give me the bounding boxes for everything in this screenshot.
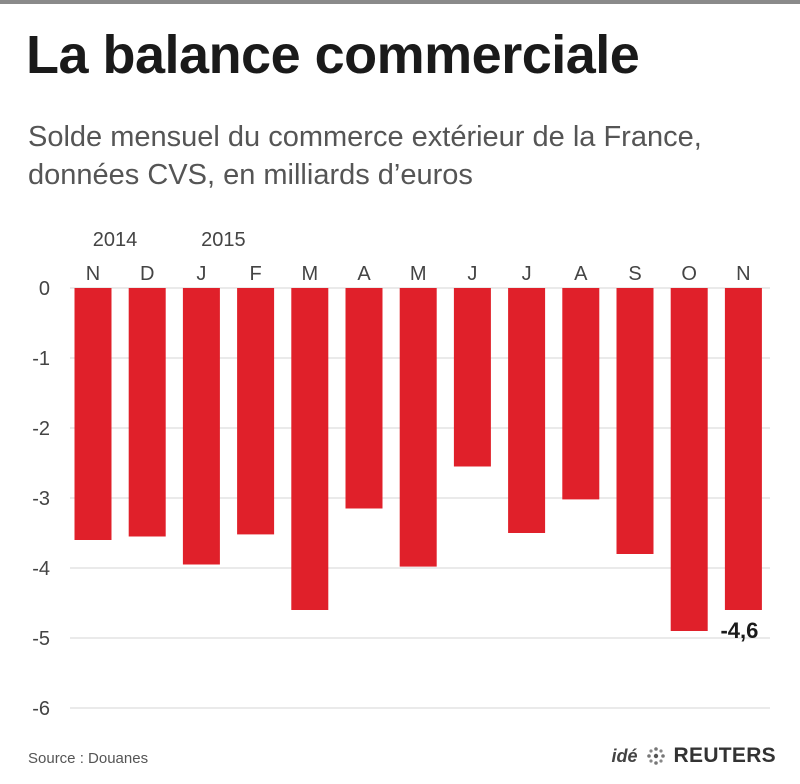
- year-label: 2014: [93, 229, 138, 251]
- bar: [237, 288, 275, 535]
- x-tick-label: M: [301, 263, 318, 285]
- bar: [291, 288, 329, 610]
- reuters-label: REUTERS: [673, 744, 776, 767]
- bar: [724, 288, 762, 610]
- x-tick-label: A: [357, 263, 371, 285]
- x-tick-label: O: [681, 263, 697, 285]
- y-tick-label: -2: [32, 418, 50, 440]
- x-tick-label: D: [140, 263, 154, 285]
- top-rule: [0, 0, 800, 4]
- x-tick-label: N: [736, 263, 750, 285]
- bar: [74, 288, 112, 540]
- bar: [670, 288, 708, 631]
- bar: [562, 288, 600, 500]
- bar: [182, 288, 220, 565]
- y-axis-ticks: 0 -1 -2 -3 -4 -5 -6: [32, 278, 50, 720]
- x-tick-label: M: [410, 263, 427, 285]
- year-labels: 2014 2015: [93, 229, 246, 251]
- x-tick-label: F: [249, 263, 261, 285]
- x-tick-label: J: [196, 263, 206, 285]
- x-tick-label: J: [467, 263, 477, 285]
- bar-chart: 0 -1 -2 -3 -4 -5 -6 N D J F M A M J J A S O N 2014 2015 -4,…: [32, 229, 770, 720]
- bars: [74, 288, 762, 631]
- credit: idé REUTERS: [612, 744, 776, 768]
- x-tick-label: J: [522, 263, 532, 285]
- y-tick-label: -6: [32, 698, 50, 720]
- y-tick-label: -4: [32, 558, 50, 580]
- y-tick-label: -1: [32, 348, 50, 370]
- bar: [128, 288, 166, 537]
- annotations: -4,6: [720, 618, 758, 643]
- bar: [345, 288, 383, 509]
- data-label: -4,6: [720, 618, 758, 643]
- x-tick-label: S: [628, 263, 641, 285]
- x-tick-label: A: [574, 263, 588, 285]
- y-tick-label: -5: [32, 628, 50, 650]
- source-note: Source : Douanes: [28, 750, 149, 767]
- bar: [616, 288, 654, 554]
- bar: [453, 288, 491, 467]
- chart-subtitle: Solde mensuel du commerce extérieur de l…: [28, 121, 702, 191]
- year-label: 2015: [201, 229, 246, 251]
- reuters-dot-logo-icon: [646, 747, 665, 765]
- bar: [399, 288, 437, 567]
- x-tick-label: N: [86, 263, 100, 285]
- y-tick-label: 0: [39, 278, 50, 300]
- ide-label: idé: [611, 745, 638, 766]
- y-tick-label: -3: [32, 488, 50, 510]
- chart-title: La balance commerciale: [26, 25, 640, 85]
- bar: [508, 288, 546, 533]
